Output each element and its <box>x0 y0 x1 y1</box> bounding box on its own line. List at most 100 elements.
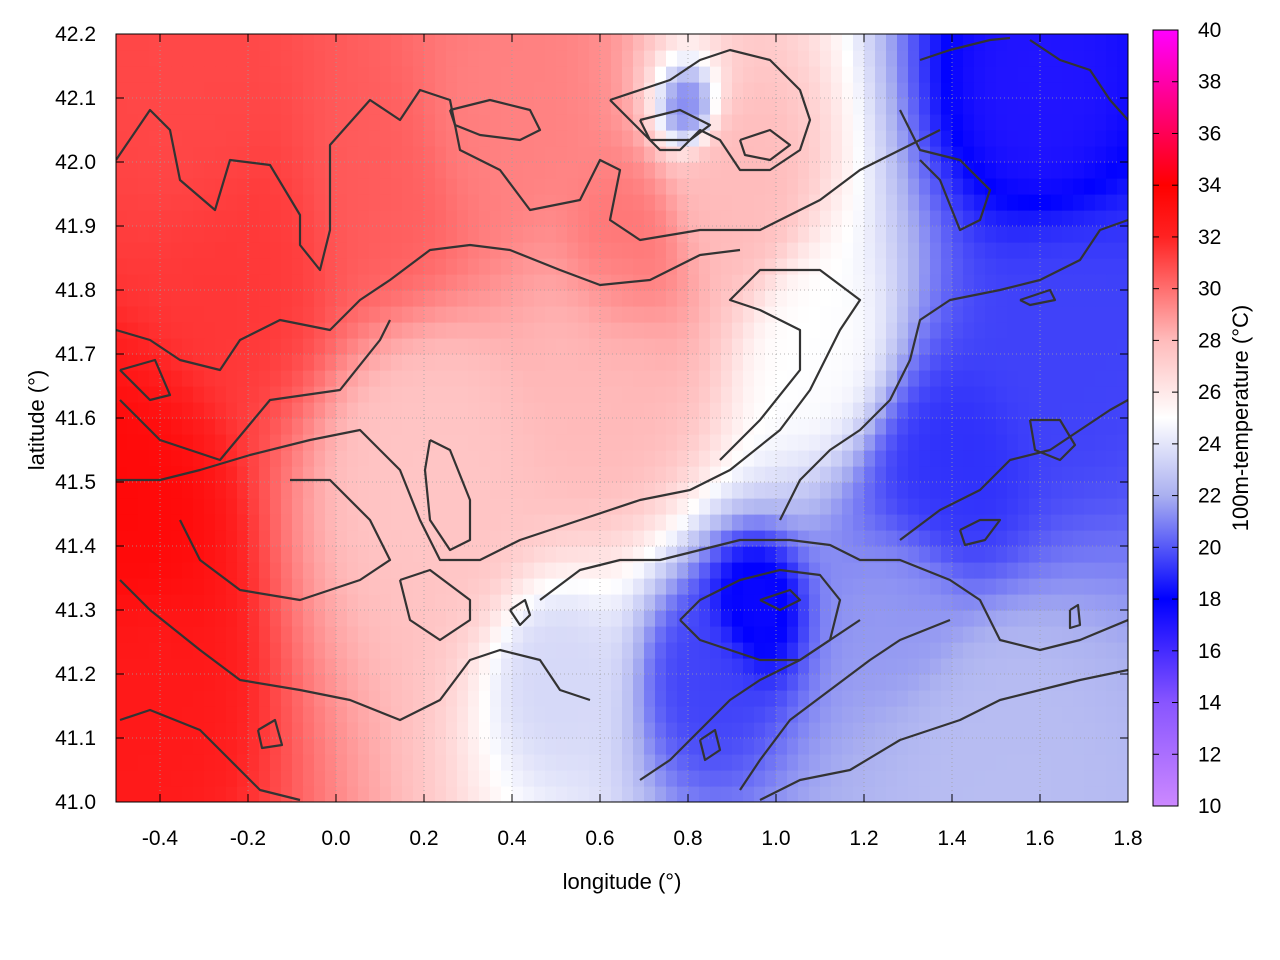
heatmap-cell <box>765 754 777 771</box>
heatmap-cell <box>1084 450 1096 467</box>
heatmap-cell <box>688 178 700 195</box>
x-axis-title: longitude (°) <box>563 869 682 894</box>
heatmap-cell <box>171 418 183 435</box>
heatmap-cell <box>1018 50 1030 67</box>
heatmap-cell <box>490 290 502 307</box>
heatmap-cell <box>501 66 513 83</box>
heatmap-cell <box>314 82 326 99</box>
heatmap-cell <box>754 738 766 755</box>
heatmap-cell <box>358 146 370 163</box>
heatmap-cell <box>897 306 909 323</box>
heatmap-cell <box>952 562 964 579</box>
heatmap-cell <box>875 130 887 147</box>
heatmap-cell <box>743 434 755 451</box>
heatmap-cell <box>754 674 766 691</box>
heatmap-cell <box>831 322 843 339</box>
colorbar-tick-label: 28 <box>1198 329 1221 352</box>
heatmap-cell <box>655 418 667 435</box>
heatmap-cell <box>512 706 524 723</box>
heatmap-cell <box>930 530 942 547</box>
heatmap-cell <box>325 530 337 547</box>
heatmap-cell <box>336 354 348 371</box>
heatmap-cell <box>160 738 172 755</box>
heatmap-cell <box>160 130 172 147</box>
heatmap-cell <box>677 578 689 595</box>
heatmap-cell <box>809 98 821 115</box>
heatmap-cell <box>534 754 546 771</box>
heatmap-cell <box>336 658 348 675</box>
heatmap-cell <box>215 754 227 771</box>
heatmap-cell <box>820 114 832 131</box>
heatmap-cell <box>644 754 656 771</box>
x-tick-label: 1.2 <box>849 827 878 850</box>
heatmap-cell <box>457 770 469 787</box>
heatmap-cell <box>380 578 392 595</box>
heatmap-cell <box>908 690 920 707</box>
heatmap-cell <box>402 322 414 339</box>
heatmap-cell <box>622 226 634 243</box>
heatmap-cell <box>204 290 216 307</box>
heatmap-cell <box>435 194 447 211</box>
heatmap-cell <box>534 98 546 115</box>
heatmap-cell <box>1029 786 1041 802</box>
heatmap-cell <box>369 706 381 723</box>
heatmap-cell <box>138 466 150 483</box>
heatmap-cell <box>556 66 568 83</box>
heatmap-cell <box>424 370 436 387</box>
heatmap-cell <box>941 322 953 339</box>
heatmap-cell <box>732 706 744 723</box>
heatmap-cell <box>578 130 590 147</box>
heatmap-cell <box>930 578 942 595</box>
heatmap-cell <box>303 786 315 802</box>
heatmap-cell <box>952 770 964 787</box>
heatmap-cell <box>171 642 183 659</box>
heatmap-cell <box>1007 258 1019 275</box>
heatmap-cell <box>468 466 480 483</box>
heatmap-cell <box>1106 82 1118 99</box>
heatmap-cell <box>402 418 414 435</box>
heatmap-cell <box>1029 162 1041 179</box>
heatmap-cell <box>292 114 304 131</box>
heatmap-cell <box>556 690 568 707</box>
heatmap-cell <box>149 434 161 451</box>
heatmap-cell <box>1040 578 1052 595</box>
heatmap-cell <box>380 130 392 147</box>
heatmap-cell <box>248 514 260 531</box>
heatmap-cell <box>809 546 821 563</box>
heatmap-cell <box>171 338 183 355</box>
heatmap-cell <box>743 98 755 115</box>
heatmap-cell <box>941 66 953 83</box>
heatmap-cell <box>710 770 722 787</box>
heatmap-cell <box>1084 274 1096 291</box>
heatmap-cell <box>1084 98 1096 115</box>
heatmap-cell <box>611 210 623 227</box>
heatmap-cell <box>259 786 271 802</box>
heatmap-cell <box>193 610 205 627</box>
heatmap-cell <box>1040 98 1052 115</box>
heatmap-cell <box>1106 770 1118 787</box>
heatmap-cell <box>424 50 436 67</box>
heatmap-cell <box>897 386 909 403</box>
heatmap-cell <box>809 770 821 787</box>
heatmap-cell <box>1018 322 1030 339</box>
heatmap-cell <box>435 466 447 483</box>
heatmap-cell <box>204 610 216 627</box>
heatmap-cell <box>655 402 667 419</box>
heatmap-cell <box>996 754 1008 771</box>
heatmap-cell <box>732 722 744 739</box>
heatmap-cell <box>490 322 502 339</box>
heatmap-cell <box>435 338 447 355</box>
heatmap-cell <box>699 370 711 387</box>
heatmap-cell <box>644 354 656 371</box>
heatmap-cell <box>798 546 810 563</box>
heatmap-cell <box>171 706 183 723</box>
heatmap-cell <box>413 626 425 643</box>
heatmap-cell <box>787 66 799 83</box>
heatmap-cell <box>787 466 799 483</box>
heatmap-cell <box>490 594 502 611</box>
heatmap-cell <box>809 626 821 643</box>
heatmap-cell <box>655 290 667 307</box>
heatmap-cell <box>149 386 161 403</box>
heatmap-cell <box>1018 34 1030 51</box>
heatmap-cell <box>237 738 249 755</box>
